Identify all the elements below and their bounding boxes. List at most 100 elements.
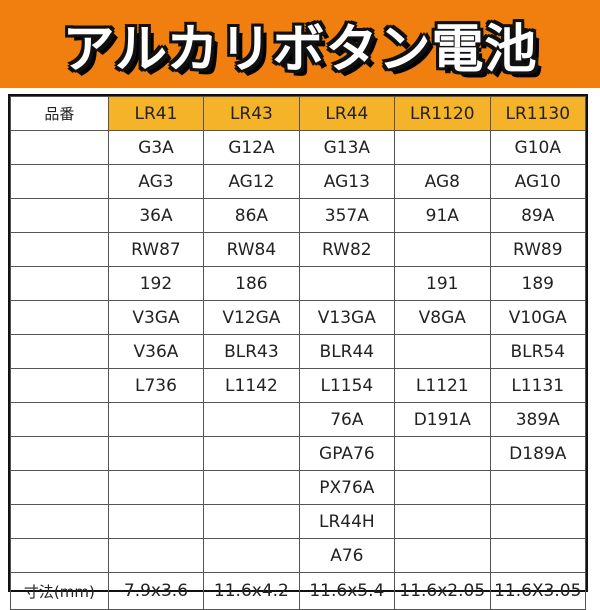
table-cell: [203, 402, 300, 437]
table-cell: D191A: [394, 402, 491, 437]
row-label-cell: [10, 266, 109, 301]
table-cell: [394, 232, 491, 267]
table-cell: [489, 470, 586, 505]
table-cell: 186: [203, 266, 300, 301]
table-row: L736 L1142 L1154 L1121 L1131: [10, 368, 586, 403]
table-cell: [107, 504, 205, 539]
table-cell: [203, 504, 300, 539]
table-cell: V10GA: [489, 300, 586, 335]
table-cell: [394, 470, 491, 505]
table-cell: [203, 538, 300, 573]
column-header: LR44: [298, 96, 396, 131]
table-cell: V12GA: [203, 300, 300, 335]
table-cell: [489, 538, 586, 573]
table-row: 76A D191A 389A: [10, 402, 586, 437]
column-header: LR1130: [489, 96, 586, 131]
table-cell: [107, 402, 205, 437]
table-row: A76: [10, 538, 586, 573]
table-cell: 86A: [203, 198, 300, 233]
table-cell: L1121: [394, 368, 491, 403]
table-cell: G3A: [107, 130, 205, 165]
row-label-cell: [10, 130, 109, 165]
table-cell: A76: [298, 538, 396, 573]
table-row: V36A BLR43 BLR44 BLR54: [10, 334, 586, 369]
dimension-cell: 11.6x4.2: [203, 572, 300, 610]
table-cell: LR44H: [298, 504, 396, 539]
table-cell: BLR54: [489, 334, 586, 369]
table-cell: RW87: [107, 232, 205, 267]
table-cell: PX76A: [298, 470, 396, 505]
dimension-cell: 11.6X3.05: [489, 572, 586, 610]
table-cell: 36A: [107, 198, 205, 233]
page-title: アルカリボタン電池: [62, 19, 538, 80]
header-row: 品番 LR41 LR43 LR44 LR1120 LR1130: [10, 96, 586, 131]
table-cell: 357A: [298, 198, 396, 233]
table-row: G3A G12A G13A G10A: [10, 130, 586, 165]
row-label-cell: [10, 198, 109, 233]
table-cell: AG13: [298, 164, 396, 199]
table-cell: D189A: [489, 436, 586, 471]
table-row: V3GA V12GA V13GA V8GA V10GA: [10, 300, 586, 335]
row-label-cell: [10, 470, 109, 505]
title-banner: [0, 0, 600, 88]
table-cell: 389A: [489, 402, 586, 437]
table-cell: AG8: [394, 164, 491, 199]
row-label-cell: [10, 232, 109, 267]
table-cell: BLR43: [203, 334, 300, 369]
table-cell: V3GA: [107, 300, 205, 335]
table-cell: L1142: [203, 368, 300, 403]
table-row: GPA76 D189A: [10, 436, 586, 471]
table-body: 品番 LR41 LR43 LR44 LR1120 LR1130 G3A G12A G…: [10, 96, 586, 610]
table-cell: RW82: [298, 232, 396, 267]
table-cell: AG12: [203, 164, 300, 199]
table-cell: [107, 470, 205, 505]
table-cell: 192: [107, 266, 205, 301]
table-cell: L736: [107, 368, 205, 403]
table-cell: 89A: [489, 198, 586, 233]
table-cell: 76A: [298, 402, 396, 437]
cross-reference-table: 品番 LR41 LR43 LR44 LR1120 LR1130 G3A G12A G…: [10, 96, 586, 610]
dimension-row: 寸法(mm) 7.9x3.6 11.6x4.2 11.6x5.4 11.6x2.05 11…: [10, 572, 586, 610]
table-row: RW87 RW84 RW82 RW89: [10, 232, 586, 267]
table-cell: [203, 470, 300, 505]
table-cell: G12A: [203, 130, 300, 165]
table-cell: [203, 436, 300, 471]
table-row: LR44H: [10, 504, 586, 539]
table-cell: GPA76: [298, 436, 396, 471]
table-cell: V36A: [107, 334, 205, 369]
dimension-label: 寸法(mm): [10, 572, 109, 610]
row-label-cell: [10, 300, 109, 335]
table-cell: [394, 504, 491, 539]
table-cell: [107, 538, 205, 573]
column-header: LR1120: [394, 96, 491, 131]
dimension-cell: 7.9x3.6: [107, 572, 205, 610]
table-row: AG3 AG12 AG13 AG8 AG10: [10, 164, 586, 199]
table-cell: 189: [489, 266, 586, 301]
row-label-cell: [10, 368, 109, 403]
table-cell: [394, 436, 491, 471]
table-cell: AG3: [107, 164, 205, 199]
table-cell: G13A: [298, 130, 396, 165]
table-cell: G10A: [489, 130, 586, 165]
corner-label: 品番: [10, 96, 109, 131]
dimension-cell: 11.6x2.05: [394, 572, 491, 610]
table-cell: V8GA: [394, 300, 491, 335]
row-label-cell: [10, 334, 109, 369]
column-header: LR41: [107, 96, 205, 131]
table-cell: [489, 504, 586, 539]
row-label-cell: [10, 402, 109, 437]
table-cell: [394, 538, 491, 573]
table-cell: V13GA: [298, 300, 396, 335]
dimension-cell: 11.6x5.4: [298, 572, 396, 610]
table-cell: BLR44: [298, 334, 396, 369]
table-cell: L1154: [298, 368, 396, 403]
row-label-cell: [10, 164, 109, 199]
table-cell: [298, 266, 396, 301]
table-row: 36A 86A 357A 91A 89A: [10, 198, 586, 233]
row-label-cell: [10, 504, 109, 539]
table-row: PX76A: [10, 470, 586, 505]
table-cell: [394, 334, 491, 369]
table-cell: [107, 436, 205, 471]
battery-table: 品番 LR41 LR43 LR44 LR1120 LR1130 G3A G12A G…: [8, 94, 588, 610]
row-label-cell: [10, 436, 109, 471]
